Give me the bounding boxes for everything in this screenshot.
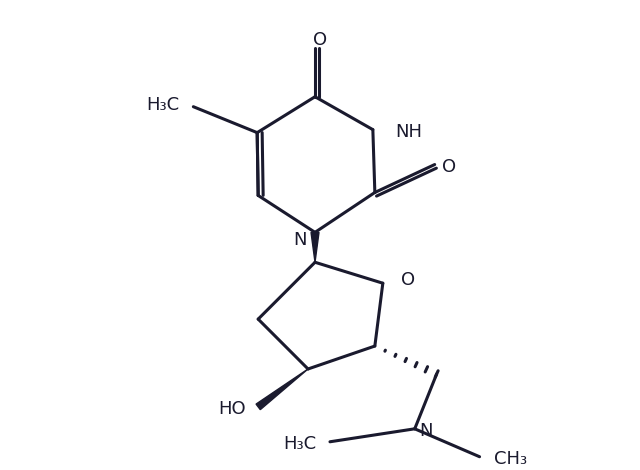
Text: H₃C: H₃C: [147, 96, 179, 114]
Polygon shape: [311, 232, 319, 262]
Text: HO: HO: [219, 400, 246, 418]
Text: O: O: [401, 271, 415, 289]
Text: O: O: [442, 157, 456, 175]
Text: H₃C: H₃C: [283, 435, 316, 453]
Polygon shape: [256, 369, 308, 410]
Text: O: O: [313, 31, 327, 49]
Text: N: N: [420, 422, 433, 440]
Text: CH₃: CH₃: [493, 450, 527, 468]
Text: NH: NH: [395, 123, 422, 141]
Text: N: N: [294, 231, 307, 249]
